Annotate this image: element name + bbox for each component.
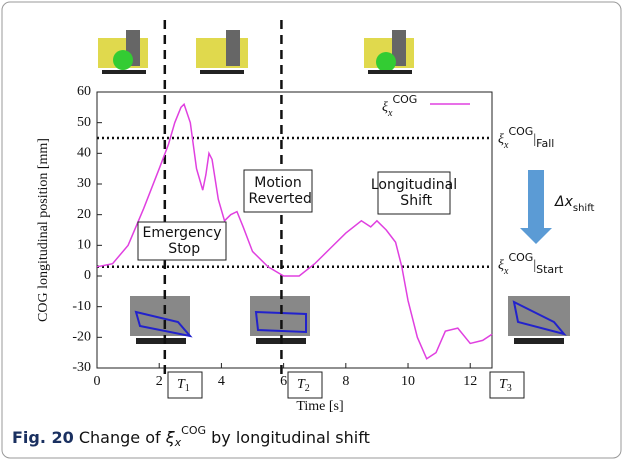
y-tick-label: 30 <box>77 176 91 191</box>
annotation-line: Reverted <box>244 191 312 207</box>
legend-sup: COG <box>392 93 417 106</box>
y-tick-label: 50 <box>77 115 91 130</box>
y-tick-label: -20 <box>72 330 91 345</box>
x-tick-label: 12 <box>463 374 477 389</box>
y-tick-label: 40 <box>77 146 91 161</box>
annotation-line: Motion <box>254 175 301 191</box>
x-tick-label: 4 <box>218 374 225 389</box>
figure: Time [s] COG longitudinal position [mm] … <box>0 0 624 461</box>
y-axis-label: COG longitudinal position [mm] <box>36 138 51 322</box>
phase-index: 2 <box>305 383 310 394</box>
annotation-line: Stop <box>164 241 200 257</box>
y-tick-label: -30 <box>72 360 91 375</box>
y-tick-label: 20 <box>77 207 91 222</box>
phase-index: 3 <box>507 383 512 394</box>
annotation-line: Shift <box>396 193 433 209</box>
legend-sub: x <box>387 108 393 119</box>
x-tick-label: 8 <box>342 374 349 389</box>
annotation-line: Longitudinal <box>371 177 457 193</box>
phase-index: 1 <box>185 383 190 394</box>
y-tick-label: -10 <box>72 299 91 314</box>
y-tick-label: 10 <box>77 238 91 253</box>
x-tick-label: 2 <box>156 374 163 389</box>
y-tick-label: 0 <box>84 268 91 283</box>
x-axis-label: Time [s] <box>296 399 343 414</box>
x-tick-label: 6 <box>280 374 287 389</box>
annotation-line: Emergency <box>143 225 222 241</box>
x-tick-label: 0 <box>94 374 101 389</box>
y-tick-label: 60 <box>77 84 91 99</box>
x-tick-label: 10 <box>401 374 415 389</box>
